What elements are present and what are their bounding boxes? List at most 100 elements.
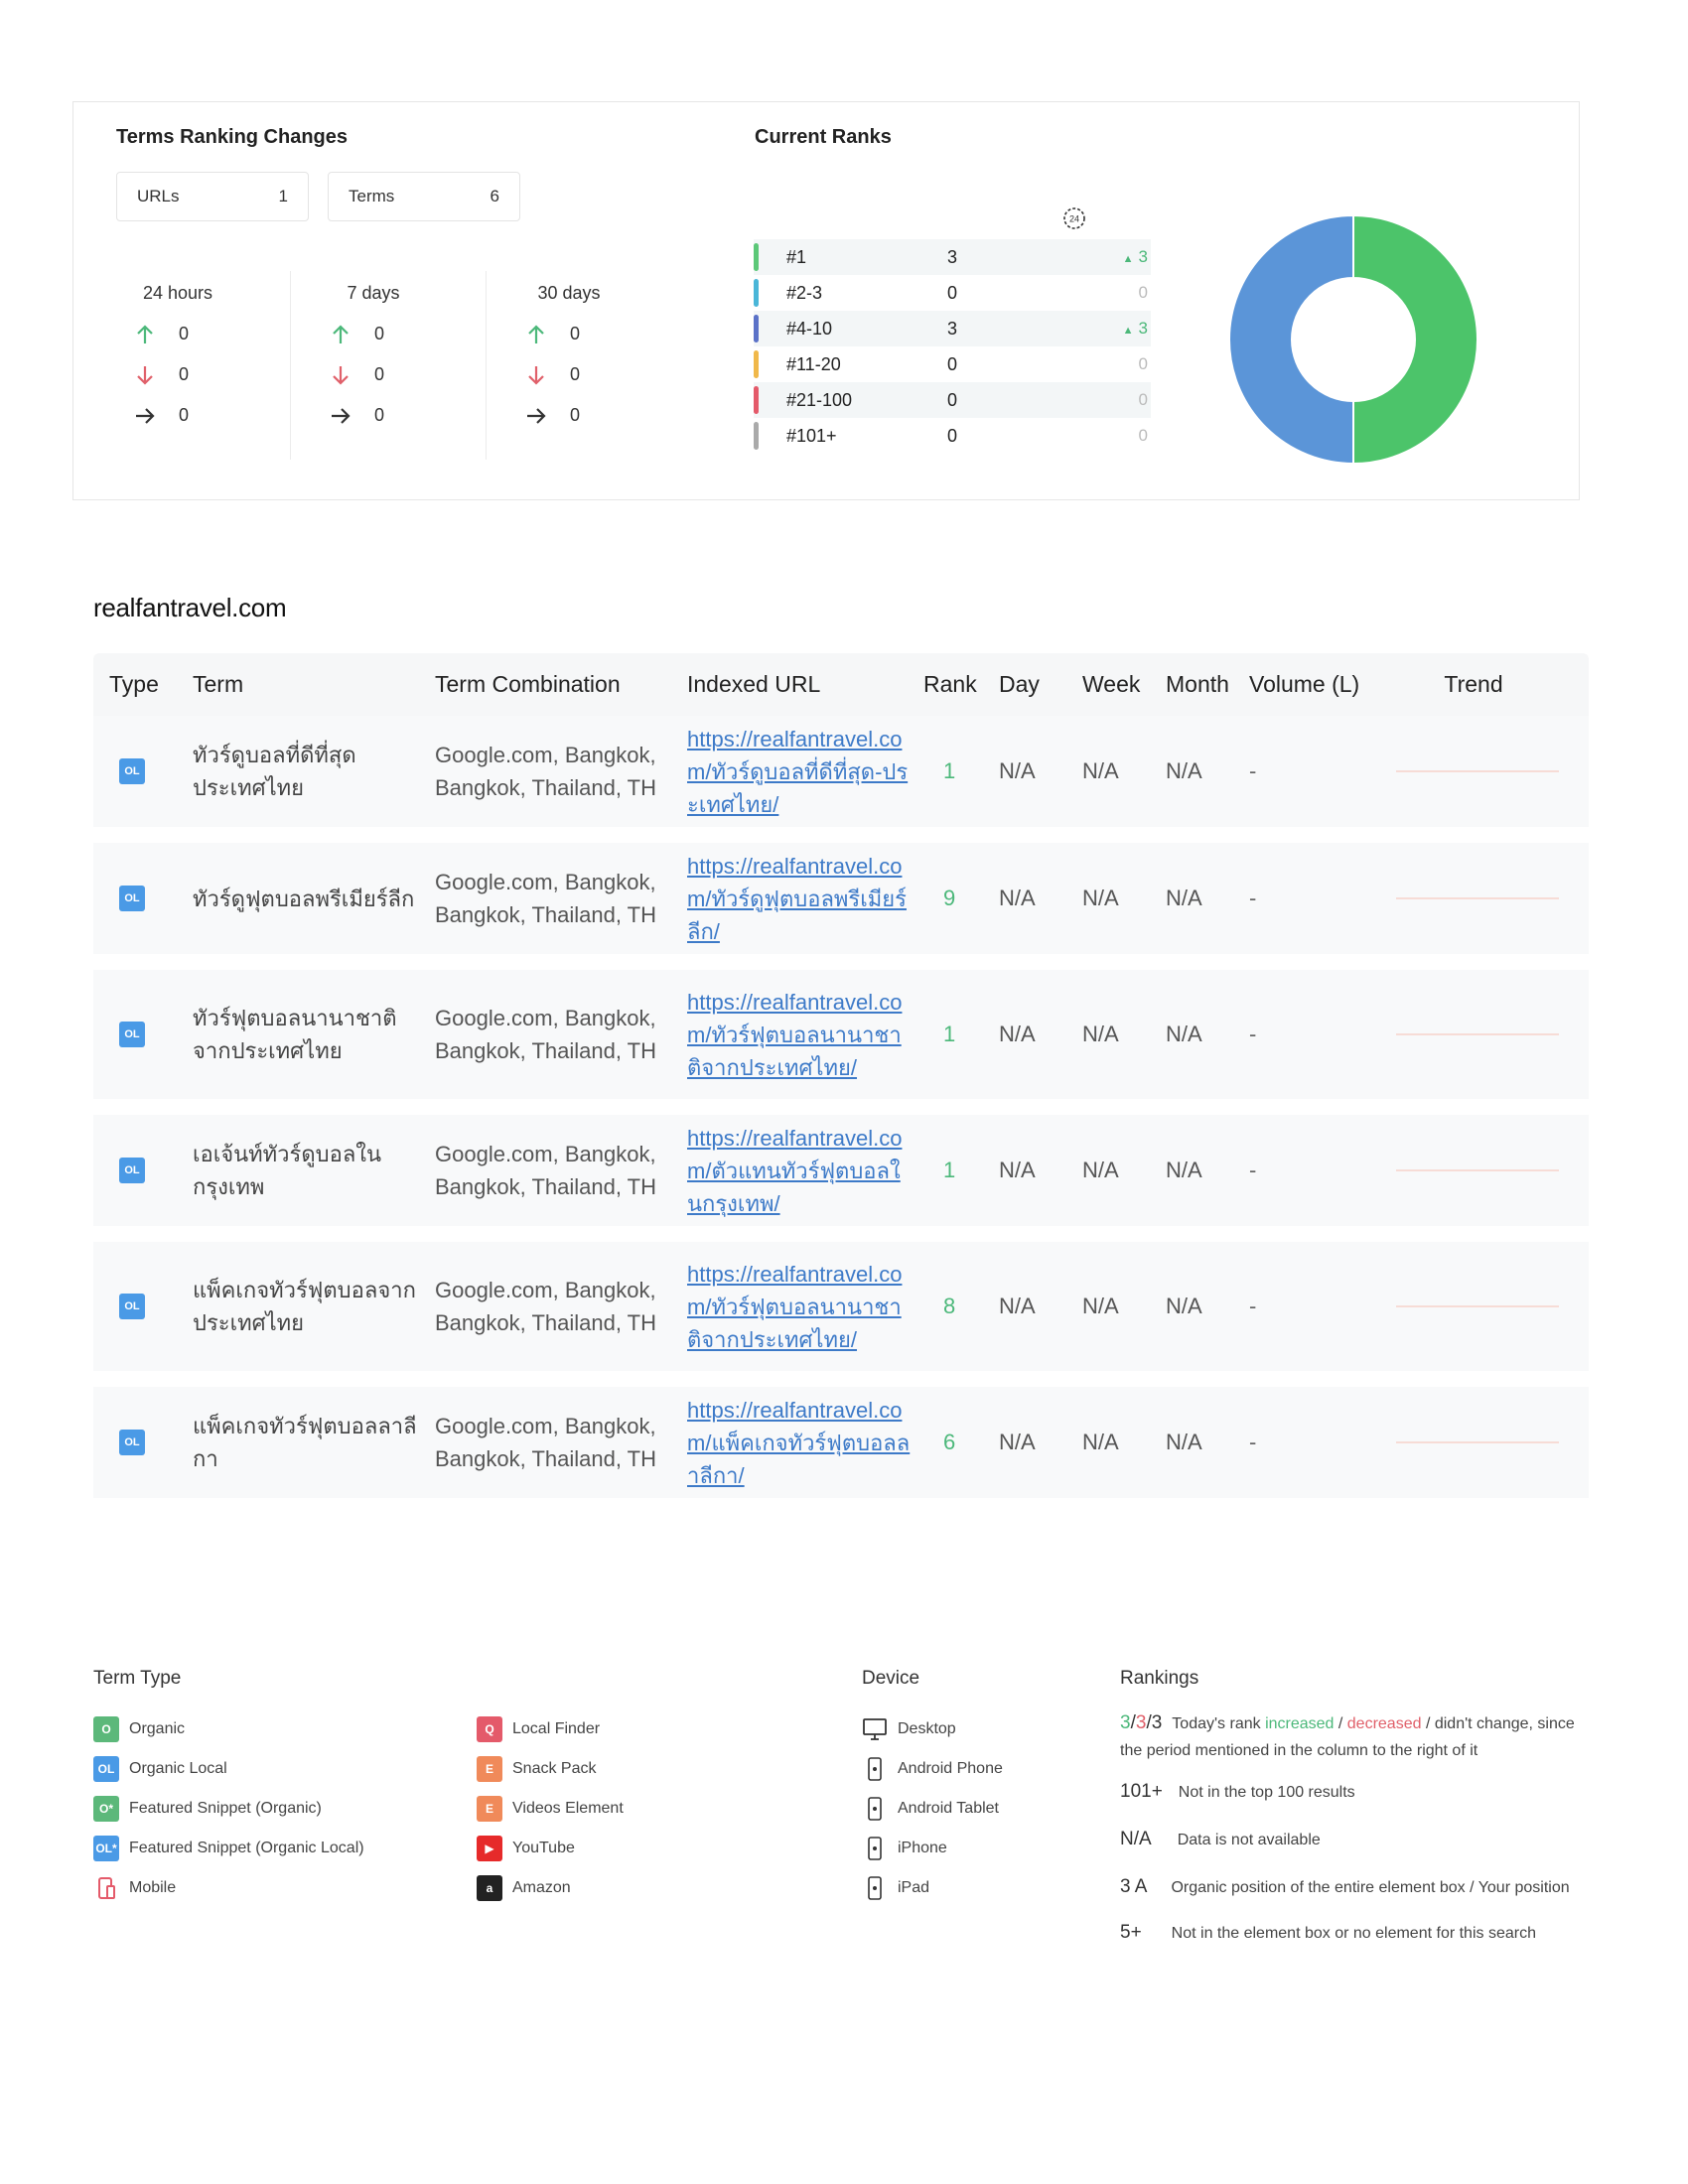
period-label: 7 days (347, 283, 400, 303)
device-item: iPhone (862, 1829, 1003, 1868)
indexed-url-link[interactable]: https://realfantravel.com/ทัวร์ดูบอลที่ด… (687, 726, 909, 817)
period-7d: 7 days 0 0 0 (299, 283, 488, 521)
term-cell: แพ็คเกจทัวร์ฟุตบอลจากประเทศไทย (193, 1278, 416, 1335)
header-trend[interactable]: Trend (1444, 671, 1503, 697)
rank-cell: 8 (943, 1294, 956, 1318)
combo-cell: Google.com, Bangkok, Bangkok, Thailand, … (435, 1414, 656, 1471)
volume-cell: - (1249, 1430, 1257, 1454)
period-down-row: 0 (494, 354, 683, 395)
period-label: 30 days (537, 283, 601, 303)
header-url[interactable]: Indexed URL (687, 671, 821, 697)
period-same-row: 0 (103, 395, 292, 436)
header-combo[interactable]: Term Combination (435, 671, 621, 697)
term-type-item: ▶ YouTube (477, 1829, 624, 1868)
ipad-icon (862, 1875, 888, 1901)
term-type-item: a Amazon (477, 1868, 624, 1908)
term-type-label: Featured Snippet (Organic Local) (129, 1840, 364, 1856)
organic-local-icon: OL (119, 1158, 145, 1183)
term-type-label: Local Finder (512, 1720, 601, 1737)
divider (290, 271, 291, 460)
url-cell: https://realfantravel.com/ตัวแทนทัวร์ฟุต… (687, 1122, 923, 1220)
term-cell: ทัวร์ดูบอลที่ดีที่สุดประเทศไทย (193, 743, 356, 800)
not-top-100-key: 101+ (1120, 1781, 1163, 1802)
no-element-key: 5+ (1120, 1922, 1142, 1943)
period-same-row: 0 (494, 395, 683, 436)
rank-text: / didn't change, since the period mentio… (1120, 1715, 1575, 1759)
device-list: Desktop Android Phone Android Tablet iPhone… (862, 1709, 1003, 1908)
element-box-key: 3 A (1120, 1876, 1148, 1897)
donut-slice (1229, 215, 1354, 464)
day-cell: N/A (999, 1294, 1036, 1318)
rank-bucket-change: 0 (1056, 283, 1148, 303)
rank-cell: 9 (943, 886, 956, 910)
rank-bucket-name: #4-10 (786, 318, 833, 339)
volume-cell: - (1249, 1294, 1257, 1318)
trend-cell (1386, 1441, 1561, 1443)
divider (486, 271, 487, 460)
arrow-right-icon (329, 404, 352, 428)
terms-label: Terms (349, 187, 395, 205)
period-24h: 24 hours 0 0 0 (103, 283, 292, 521)
rank-bucket-row: #2-3 0 0 (754, 275, 1151, 311)
separator: / (1334, 1715, 1347, 1732)
header-term[interactable]: Term (193, 671, 244, 697)
table-row: OL เอเจ้นท์ทัวร์ดูบอลในกรุงเทพ Google.com,… (93, 1115, 1589, 1242)
terms-value: 6 (490, 187, 499, 205)
header-day[interactable]: Day (999, 671, 1040, 697)
period-up-row: 0 (103, 314, 292, 354)
down-count: 0 (570, 364, 581, 384)
trend-cell (1386, 770, 1561, 772)
rank-cell: 1 (943, 758, 956, 783)
indexed-url-link[interactable]: https://realfantravel.com/ทัวร์ฟุตบอลนาน… (687, 1261, 903, 1352)
week-cell: N/A (1082, 1294, 1119, 1318)
no-element-text: Not in the element box or no element for… (1171, 1925, 1536, 1942)
organic-icon: O (93, 1716, 119, 1742)
header-rank[interactable]: Rank (923, 671, 977, 697)
header-volume[interactable]: Volume (L) (1249, 671, 1360, 697)
same-count: 0 (179, 405, 190, 425)
day-cell: N/A (999, 1430, 1036, 1454)
rank-cell: 1 (943, 1158, 956, 1182)
combo-cell: Google.com, Bangkok, Bangkok, Thailand, … (435, 1006, 656, 1063)
device-item: iPad (862, 1868, 1003, 1908)
rank-color-bar (754, 422, 759, 450)
url-cell: https://realfantravel.com/ทัวร์ฟุตบอลนาน… (687, 986, 923, 1084)
term-type-label: Videos Element (512, 1800, 624, 1817)
header-type[interactable]: Type (109, 671, 159, 697)
device-label: iPad (898, 1879, 930, 1896)
rank-cell: 1 (943, 1022, 956, 1046)
featured-snippet-organic-icon: O* (93, 1796, 119, 1822)
month-cell: N/A (1166, 1022, 1202, 1046)
clock-24-icon: 24 (1063, 207, 1085, 229)
rank-bucket-name: #101+ (786, 425, 837, 446)
rankings-legend: Rankings 3/3/3 Today's rank increased / d… (1120, 1668, 1577, 1961)
organic-local-icon: OL (119, 1294, 145, 1319)
rank-bucket-change: 0 (1056, 390, 1148, 410)
header-week[interactable]: Week (1082, 671, 1141, 697)
rank-bucket-change: ▲ 3 (1056, 247, 1148, 267)
term-type-item: OL* Featured Snippet (Organic Local) (93, 1829, 364, 1868)
week-cell: N/A (1082, 1158, 1119, 1182)
term-cell: แพ็คเกจทัวร์ฟุตบอลลาลีกา (193, 1414, 417, 1471)
indexed-url-link[interactable]: https://realfantravel.com/ตัวแทนทัวร์ฟุต… (687, 1125, 903, 1216)
header-month[interactable]: Month (1166, 671, 1229, 697)
combo-cell: Google.com, Bangkok, Bangkok, Thailand, … (435, 870, 656, 927)
period-up-row: 0 (494, 314, 683, 354)
local-finder-icon: Q (477, 1716, 502, 1742)
trend-cell (1386, 1033, 1561, 1035)
url-cell: https://realfantravel.com/ทัวร์ดูบอลที่ด… (687, 723, 923, 821)
term-type-legend: Term Type O Organic OL Organic Local O* Featu… (93, 1668, 364, 1908)
type-cell: OL (93, 1022, 183, 1047)
indexed-url-link[interactable]: https://realfantravel.com/แพ็คเกจทัวร์ฟุ… (687, 1397, 911, 1488)
domain-title: realfantravel.com (93, 593, 287, 622)
rank-bucket-name: #2-3 (786, 282, 823, 303)
period-down-row: 0 (103, 354, 292, 395)
indexed-url-link[interactable]: https://realfantravel.com/ทัวร์ฟุตบอลนาน… (687, 989, 903, 1080)
indexed-url-link[interactable]: https://realfantravel.com/ทัวร์ดูฟุตบอลพ… (687, 853, 907, 944)
donut-slice (1352, 215, 1477, 464)
combo-cell: Google.com, Bangkok, Bangkok, Thailand, … (435, 1278, 656, 1335)
triangle-up-icon: ▲ (1122, 253, 1134, 265)
device-item: Desktop (862, 1709, 1003, 1749)
month-cell: N/A (1166, 758, 1202, 783)
term-cell: ทัวร์ดูฟุตบอลพรีเมียร์ลีก (193, 886, 415, 911)
